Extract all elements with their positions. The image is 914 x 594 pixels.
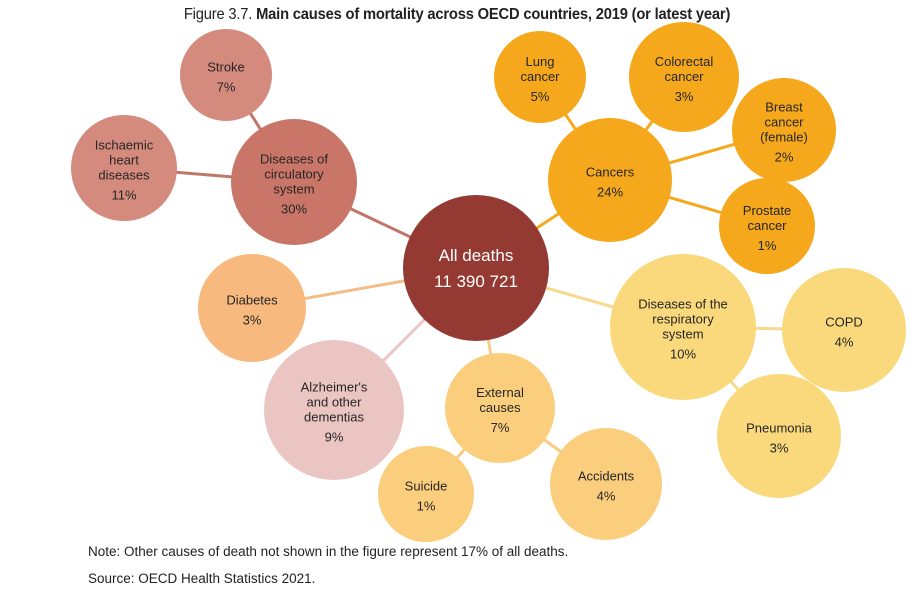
bubble-suicide bbox=[378, 446, 474, 542]
label-lung-0: Lung bbox=[526, 54, 555, 69]
bubble-lung bbox=[494, 31, 586, 123]
label-lung-2: 5% bbox=[531, 89, 550, 104]
label-ihd-1: heart bbox=[109, 153, 139, 168]
node-stroke: Stroke 7% bbox=[180, 29, 272, 121]
label-breast-2: (female) bbox=[760, 130, 808, 145]
node-all: All deaths 11 390 721 bbox=[403, 195, 549, 341]
label-resp-1: respiratory bbox=[652, 312, 714, 327]
bubble-external bbox=[445, 353, 555, 463]
label-cancers-0: Cancers bbox=[586, 165, 635, 180]
label-accidents-0: Accidents bbox=[578, 469, 635, 484]
label-resp-2: system bbox=[662, 327, 703, 342]
label-circ-3: 30% bbox=[281, 202, 307, 217]
label-prostate-0: Prostate bbox=[743, 203, 791, 218]
label-stroke-0: Stroke bbox=[207, 60, 245, 75]
label-ihd-3: 11% bbox=[111, 188, 136, 203]
figure-source: Source: OECD Health Statistics 2021. bbox=[88, 571, 316, 586]
label-pneumonia-1: 3% bbox=[770, 441, 789, 456]
bubble-prostate bbox=[719, 178, 815, 274]
label-all-1: 11 390 721 bbox=[434, 272, 518, 291]
bubble-cancers bbox=[548, 118, 672, 242]
label-prostate-2: 1% bbox=[758, 238, 777, 253]
label-breast-0: Breast bbox=[765, 100, 803, 115]
bubble-alzheimer bbox=[264, 340, 404, 480]
label-ihd-0: Ischaemic bbox=[95, 138, 154, 153]
figure-title-text: Main causes of mortality across OECD cou… bbox=[256, 6, 731, 23]
bubble-colorectal bbox=[629, 22, 739, 132]
figure-number: Figure 3.7. bbox=[183, 6, 253, 23]
label-alzheimer-0: Alzheimer's bbox=[301, 380, 368, 395]
label-breast-3: 2% bbox=[775, 150, 794, 165]
node-cancers: Cancers 24% bbox=[548, 118, 672, 242]
node-pneumonia: Pneumonia 3% bbox=[717, 374, 841, 498]
label-alzheimer-2: dementias bbox=[304, 410, 364, 425]
label-colorectal-1: cancer bbox=[664, 69, 704, 84]
bubble-diabetes bbox=[198, 254, 306, 362]
bubble-accidents bbox=[550, 428, 662, 540]
bubble-all bbox=[403, 195, 549, 341]
label-external-2: 7% bbox=[491, 420, 510, 435]
bubble-pneumonia bbox=[717, 374, 841, 498]
label-ihd-2: diseases bbox=[98, 168, 150, 183]
bubble-stroke bbox=[180, 29, 272, 121]
bubble-ihd bbox=[71, 115, 177, 221]
label-diabetes-1: 3% bbox=[243, 313, 262, 328]
label-alzheimer-3: 9% bbox=[325, 430, 344, 445]
bubble-copd bbox=[782, 268, 906, 392]
label-external-1: causes bbox=[479, 400, 521, 415]
bubble-circ bbox=[231, 119, 357, 245]
label-pneumonia-0: Pneumonia bbox=[746, 421, 813, 436]
label-copd-1: 4% bbox=[835, 335, 854, 350]
label-circ-2: system bbox=[273, 182, 314, 197]
label-colorectal-2: 3% bbox=[675, 89, 694, 104]
label-lung-1: cancer bbox=[520, 69, 560, 84]
label-suicide-0: Suicide bbox=[405, 479, 448, 494]
label-diabetes-0: Diabetes bbox=[226, 293, 278, 308]
label-suicide-1: 1% bbox=[417, 499, 436, 514]
label-external-0: External bbox=[476, 385, 524, 400]
label-circ-0: Diseases of bbox=[260, 152, 328, 167]
node-accidents: Accidents 4% bbox=[550, 428, 662, 540]
label-resp-0: Diseases of the bbox=[638, 297, 728, 312]
node-suicide: Suicide 1% bbox=[378, 446, 474, 542]
label-accidents-1: 4% bbox=[597, 489, 616, 504]
label-resp-3: 10% bbox=[670, 347, 696, 362]
label-breast-1: cancer bbox=[764, 115, 804, 130]
label-stroke-1: 7% bbox=[217, 80, 236, 95]
figure-note: Note: Other causes of death not shown in… bbox=[88, 544, 569, 559]
nodes-layer: All deaths 11 390 721 Diseases ofcirculato… bbox=[71, 22, 906, 542]
bubble-resp bbox=[610, 254, 756, 400]
node-diabetes: Diabetes 3% bbox=[198, 254, 306, 362]
label-alzheimer-1: and other bbox=[307, 395, 363, 410]
node-copd: COPD 4% bbox=[782, 268, 906, 392]
label-cancers-1: 24% bbox=[597, 185, 623, 200]
label-circ-1: circulatory bbox=[264, 167, 324, 182]
label-copd-0: COPD bbox=[825, 315, 863, 330]
figure-title: Figure 3.7. Main causes of mortality acr… bbox=[37, 5, 878, 25]
label-prostate-1: cancer bbox=[747, 218, 787, 233]
label-all-0: All deaths bbox=[439, 246, 514, 265]
bubble-breast bbox=[732, 78, 836, 182]
label-colorectal-0: Colorectal bbox=[655, 54, 714, 69]
